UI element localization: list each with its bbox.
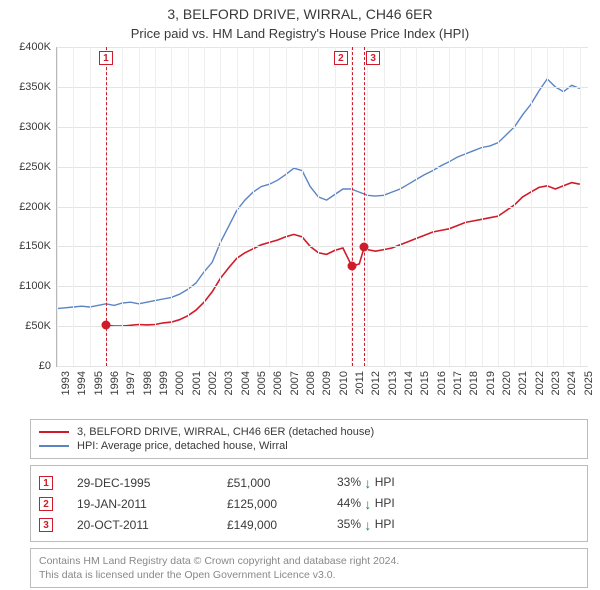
sale-point	[347, 262, 356, 271]
y-axis-label: £250K	[19, 161, 57, 173]
sale-marker: 3	[366, 51, 380, 65]
legend-swatch	[39, 431, 69, 433]
sale-delta: 33% ↓ HPI	[337, 475, 579, 490]
x-axis-label: 2005	[256, 371, 268, 395]
x-axis-label: 2015	[419, 371, 431, 395]
x-axis-label: 2002	[207, 371, 219, 395]
sale-marker: 1	[99, 51, 113, 65]
sale-price: £149,000	[227, 518, 337, 532]
y-axis-label: £150K	[19, 240, 57, 252]
sales-table: 1 29-DEC-1995£51,00033% ↓ HPI 2 19-JAN-2011…	[30, 465, 588, 542]
x-axis-label: 2014	[403, 371, 415, 395]
x-axis-label: 2025	[583, 371, 595, 395]
sale-date: 29-DEC-1995	[77, 476, 227, 490]
x-axis-label: 2001	[191, 371, 203, 395]
x-axis-label: 1998	[142, 371, 154, 395]
x-axis-label: 2000	[174, 371, 186, 395]
x-axis-label: 2008	[305, 371, 317, 395]
sale-guideline	[352, 47, 353, 366]
sale-index: 1	[39, 476, 53, 490]
x-axis-label: 2023	[550, 371, 562, 395]
sale-date: 20-OCT-2011	[77, 518, 227, 532]
sale-row: 3 20-OCT-2011£149,00035% ↓ HPI	[39, 514, 579, 535]
sale-delta: 35% ↓ HPI	[337, 517, 579, 532]
x-axis-label: 2024	[566, 371, 578, 395]
sale-price: £125,000	[227, 497, 337, 511]
sale-index: 3	[39, 518, 53, 532]
down-arrow-icon: ↓	[364, 518, 371, 532]
down-arrow-icon: ↓	[364, 497, 371, 511]
sale-row: 1 29-DEC-1995£51,00033% ↓ HPI	[39, 472, 579, 493]
sale-row: 2 19-JAN-2011£125,00044% ↓ HPI	[39, 493, 579, 514]
sale-index: 2	[39, 497, 53, 511]
x-axis-label: 2006	[272, 371, 284, 395]
x-axis-labels: 1993 1994 1995 1996 1997 1998 1999 2000 2001 2002…	[56, 367, 588, 409]
x-axis-label: 2022	[534, 371, 546, 395]
y-axis-label: £100K	[19, 280, 57, 292]
sale-price: £51,000	[227, 476, 337, 490]
x-axis-label: 2017	[452, 371, 464, 395]
footer: Contains HM Land Registry data © Crown c…	[30, 548, 588, 588]
legend-item: HPI: Average price, detached house, Wirr…	[39, 439, 579, 453]
x-axis-label: 2016	[436, 371, 448, 395]
series-line	[106, 183, 580, 327]
legend-label: 3, BELFORD DRIVE, WIRRAL, CH46 6ER (deta…	[77, 426, 374, 438]
y-axis-label: £300K	[19, 121, 57, 133]
x-axis-label: 1994	[76, 371, 88, 395]
legend-swatch	[39, 445, 69, 447]
x-axis-label: 1993	[60, 371, 72, 395]
x-axis-label: 2013	[387, 371, 399, 395]
sale-delta: 44% ↓ HPI	[337, 496, 579, 511]
x-axis-label: 2007	[289, 371, 301, 395]
x-axis-label: 2019	[485, 371, 497, 395]
sale-guideline	[364, 47, 365, 366]
y-axis-label: £350K	[19, 81, 57, 93]
sale-point	[360, 243, 369, 252]
x-axis-label: 2018	[468, 371, 480, 395]
legend: 3, BELFORD DRIVE, WIRRAL, CH46 6ER (deta…	[30, 419, 588, 459]
chart-subtitle: Price paid vs. HM Land Registry's House …	[0, 22, 600, 47]
x-axis-label: 2003	[223, 371, 235, 395]
footer-line: This data is licensed under the Open Gov…	[39, 568, 579, 582]
x-axis-label: 2011	[354, 371, 366, 395]
x-axis-label: 2012	[370, 371, 382, 395]
x-axis-label: 1999	[158, 371, 170, 395]
y-axis-label: £0	[39, 360, 57, 372]
x-axis-label: 2020	[501, 371, 513, 395]
legend-label: HPI: Average price, detached house, Wirr…	[77, 440, 288, 452]
sale-date: 19-JAN-2011	[77, 497, 227, 511]
x-axis-label: 1995	[93, 371, 105, 395]
x-axis-label: 2009	[321, 371, 333, 395]
y-axis-label: £400K	[19, 41, 57, 53]
y-axis-label: £200K	[19, 201, 57, 213]
x-axis-label: 2004	[240, 371, 252, 395]
x-axis-label: 2010	[338, 371, 350, 395]
legend-item: 3, BELFORD DRIVE, WIRRAL, CH46 6ER (deta…	[39, 425, 579, 439]
footer-line: Contains HM Land Registry data © Crown c…	[39, 554, 579, 568]
price-chart: £0£50K£100K£150K£200K£250K£300K£350K£400…	[56, 47, 588, 367]
down-arrow-icon: ↓	[364, 476, 371, 490]
y-axis-label: £50K	[25, 320, 57, 332]
chart-title: 3, BELFORD DRIVE, WIRRAL, CH46 6ER	[0, 0, 600, 22]
x-axis-label: 2021	[517, 371, 529, 395]
sale-point	[101, 321, 110, 330]
x-axis-label: 1996	[109, 371, 121, 395]
x-axis-label: 1997	[125, 371, 137, 395]
sale-marker: 2	[334, 51, 348, 65]
sale-guideline	[106, 47, 107, 366]
